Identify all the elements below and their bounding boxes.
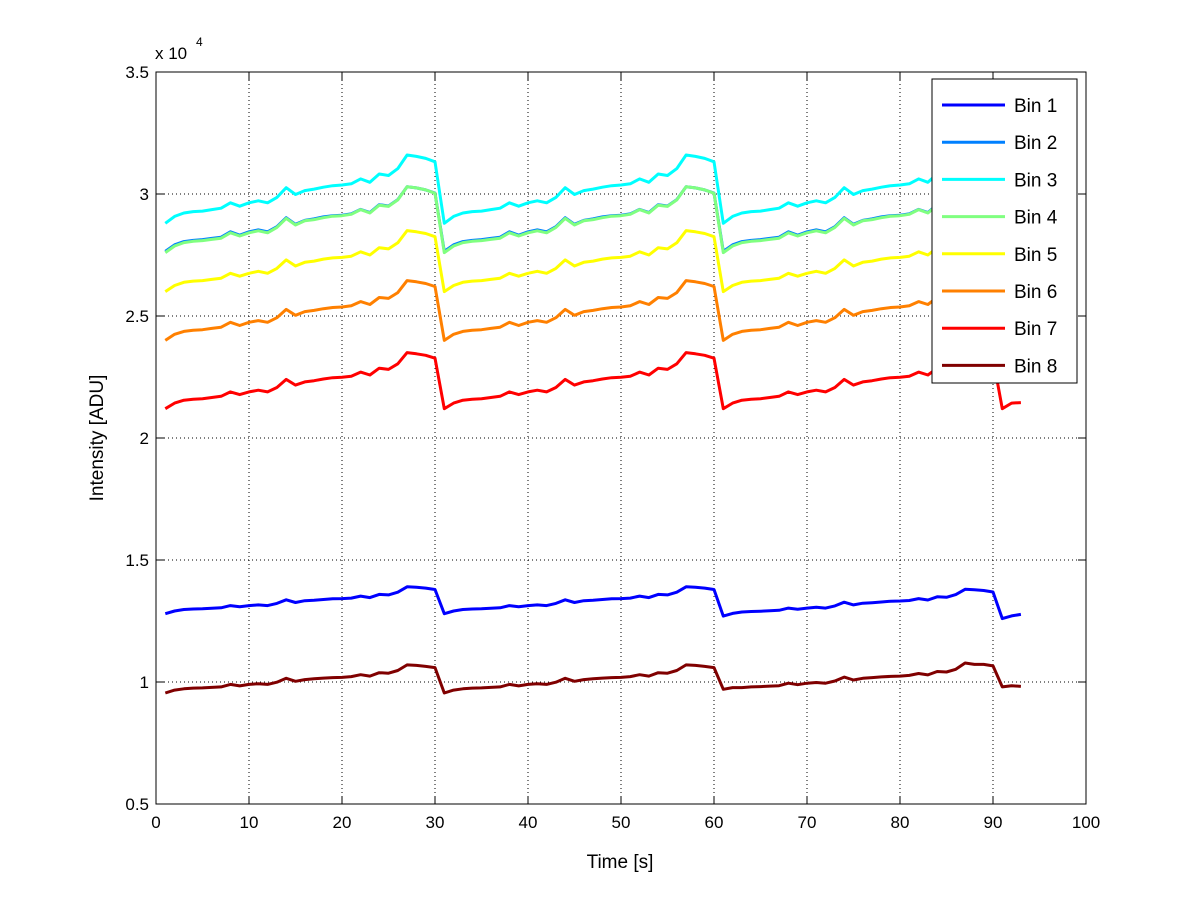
series-line-bin-6: [164, 279, 1022, 342]
x-tick-label: 70: [798, 813, 817, 832]
y-axis-label: Intensity [ADU]: [87, 375, 108, 502]
y-tick-label: 1: [140, 673, 149, 692]
y-tick-label: 3.5: [125, 63, 149, 82]
legend-label-bin-3: Bin 3: [1014, 170, 1057, 191]
legend-label-bin-1: Bin 1: [1014, 96, 1057, 117]
series-line-bin-8: [164, 661, 1022, 695]
x-tick-label: 40: [519, 813, 538, 832]
legend-label-bin-4: Bin 4: [1014, 208, 1058, 229]
y-tick-label: 3: [140, 185, 149, 204]
legend-label-bin-5: Bin 5: [1014, 245, 1057, 266]
series-line-bin-5: [164, 229, 1022, 294]
x-tick-label: 80: [891, 813, 910, 832]
grid: [156, 72, 1086, 804]
legend-label-bin-2: Bin 2: [1014, 133, 1057, 154]
series-lines: [164, 153, 1022, 695]
y-tick-label: 1.5: [125, 551, 149, 570]
x-axis-label: Time [s]: [587, 852, 654, 873]
y-tick-label: 2: [140, 429, 149, 448]
x-tick-label: 20: [333, 813, 352, 832]
x-tick-label: 30: [426, 813, 445, 832]
series-line-bin-1: [164, 585, 1022, 621]
series-line-bin-4: [164, 185, 1022, 255]
legend-label-bin-7: Bin 7: [1014, 319, 1057, 340]
x-tick-label: 50: [612, 813, 631, 832]
x-tick-label: 100: [1072, 813, 1100, 832]
y-tick-label: 0.5: [125, 795, 149, 814]
legend-label-bin-8: Bin 8: [1014, 356, 1057, 377]
y-tick-label: 2.5: [125, 307, 149, 326]
ticks: 0 10 20 30 40 50 60 70 80 90 100 0.5 1 1.5 2 2.5 3 3.5: [125, 63, 1100, 832]
y-exponent-power: 4: [196, 35, 203, 49]
x-tick-label: 90: [984, 813, 1003, 832]
legend: Bin 1 Bin 2 Bin 3 Bin 4 Bin 5 Bin 6 Bin 7 Bin 8: [931, 78, 1078, 384]
x-tick-label: 0: [151, 813, 160, 832]
legend-label-bin-6: Bin 6: [1014, 282, 1057, 303]
x-tick-label: 60: [705, 813, 724, 832]
series-line-bin-3: [164, 153, 1022, 225]
x-tick-label: 10: [240, 813, 259, 832]
series-line-bin-7: [164, 351, 1021, 411]
legend-box: [931, 78, 1078, 384]
y-exponent-label: x 10: [155, 44, 187, 63]
